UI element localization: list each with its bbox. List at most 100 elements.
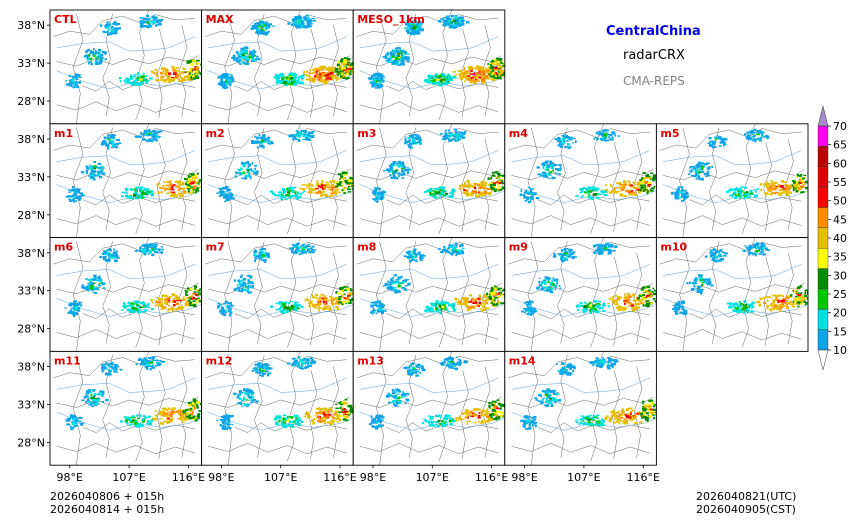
reflectivity-cell [71,302,74,305]
reflectivity-cell [542,171,547,175]
reflectivity-cell [125,192,128,194]
reflectivity-cell [312,296,315,299]
reflectivity-cell [289,187,292,190]
reflectivity-cell [774,181,778,184]
reflectivity-cell [631,193,636,196]
reflectivity-cell [101,252,104,255]
reflectivity-cell [181,78,185,80]
reflectivity-cell [115,138,118,141]
reflectivity-cell [161,301,163,305]
reflectivity-cell [151,243,155,245]
reflectivity-cell [193,185,197,187]
reflectivity-cell [747,134,750,137]
reflectivity-cell [136,72,140,75]
reflectivity-cell [191,70,193,72]
reflectivity-cell [636,188,641,191]
reflectivity-cell [379,79,383,82]
province-boundary [376,13,387,124]
reflectivity-cell [279,74,282,77]
panel-map-content [53,237,202,352]
reflectivity-cell [390,52,394,56]
reflectivity-cell [274,76,279,79]
reflectivity-cell [412,28,416,30]
reflectivity-cell [433,196,437,199]
reflectivity-cell [134,83,138,86]
reflectivity-cell [169,186,171,189]
reflectivity-cell [566,139,569,142]
reflectivity-cell [159,130,163,133]
reflectivity-cell [321,68,324,71]
reflectivity-cell [417,134,420,137]
reflectivity-cell [134,249,138,252]
reflectivity-cell [344,69,348,72]
reflectivity-cell [330,297,333,300]
reflectivity-cell [296,17,300,20]
reflectivity-cell [347,179,352,182]
reflectivity-cell [78,196,81,198]
reflectivity-cell [635,187,638,190]
reflectivity-cell [263,256,266,258]
reflectivity-cell [675,191,678,194]
reflectivity-cell [695,177,699,180]
province-boundary [679,127,690,238]
reflectivity-cell [108,32,112,34]
reflectivity-cell [100,169,104,172]
reflectivity-cell [274,193,277,197]
reflectivity-cell [378,75,383,78]
reflectivity-cell [638,191,641,194]
reflectivity-cell [104,27,108,29]
reflectivity-cell [587,190,591,193]
reflectivity-cell [193,181,196,184]
reflectivity-cell [238,281,241,284]
reflectivity-cell [496,61,501,64]
reflectivity-cell [228,79,231,82]
reflectivity-cell [738,190,743,193]
reflectivity-cell [496,188,501,191]
reflectivity-cell [258,142,263,145]
reflectivity-cell [311,303,316,306]
reflectivity-cell [531,192,535,195]
reflectivity-cell [797,182,801,184]
reflectivity-cell [94,292,98,294]
reflectivity-cell [155,131,159,134]
reflectivity-cell [462,298,464,300]
panel-map-content [53,10,202,124]
reflectivity-cell [478,77,482,79]
reflectivity-cell [150,308,154,311]
reflectivity-cell [129,195,132,197]
reflectivity-cell [85,165,88,167]
reflectivity-cell [98,284,101,286]
reflectivity-cell [193,68,197,71]
reflectivity-cell [255,31,259,34]
reflectivity-cell [97,276,101,280]
reflectivity-cell [155,71,159,73]
reflectivity-cell [435,308,438,312]
reflectivity-cell [294,16,299,18]
reflectivity-cell [746,133,749,136]
reflectivity-cell [648,177,652,179]
reflectivity-cell [759,183,763,186]
province-boundary [287,123,301,234]
reflectivity-cell [150,190,153,192]
reflectivity-cell [405,30,408,32]
reflectivity-cell [375,191,379,194]
reflectivity-cell [711,140,714,143]
reflectivity-cell [685,191,688,195]
reflectivity-cell [543,175,548,178]
reflectivity-cell [219,76,224,79]
reflectivity-cell [242,277,247,281]
reflectivity-cell [343,192,346,194]
reflectivity-cell [290,72,293,75]
reflectivity-cell [496,301,501,304]
reflectivity-cell [126,309,130,312]
reflectivity-cell [401,286,404,289]
reflectivity-cell [319,296,322,298]
reflectivity-cell [298,81,303,85]
reflectivity-cell [235,57,239,60]
reflectivity-cell [87,282,91,284]
reflectivity-cell [409,32,414,35]
reflectivity-cell [456,19,459,22]
reflectivity-cell [221,307,225,310]
reflectivity-cell [151,302,155,304]
reflectivity-cell [197,290,200,293]
